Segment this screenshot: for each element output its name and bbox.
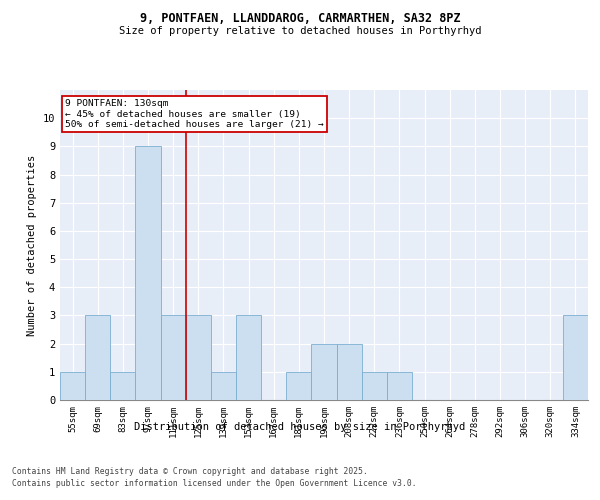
Text: Contains public sector information licensed under the Open Government Licence v3: Contains public sector information licen… <box>12 479 416 488</box>
Bar <box>286 372 311 400</box>
Text: 9 PONTFAEN: 130sqm
← 45% of detached houses are smaller (19)
50% of semi-detache: 9 PONTFAEN: 130sqm ← 45% of detached hou… <box>65 100 324 129</box>
Bar <box>311 344 337 400</box>
Text: Size of property relative to detached houses in Porthyrhyd: Size of property relative to detached ho… <box>119 26 481 36</box>
Text: Distribution of detached houses by size in Porthyrhyd: Distribution of detached houses by size … <box>134 422 466 432</box>
Bar <box>60 372 85 400</box>
Bar <box>337 344 362 400</box>
Bar <box>85 316 110 400</box>
Y-axis label: Number of detached properties: Number of detached properties <box>27 154 37 336</box>
Bar <box>110 372 136 400</box>
Bar <box>236 316 261 400</box>
Bar <box>186 316 211 400</box>
Bar <box>211 372 236 400</box>
Text: 9, PONTFAEN, LLANDDAROG, CARMARTHEN, SA32 8PZ: 9, PONTFAEN, LLANDDAROG, CARMARTHEN, SA3… <box>140 12 460 26</box>
Bar <box>563 316 588 400</box>
Bar <box>362 372 387 400</box>
Bar <box>161 316 186 400</box>
Text: Contains HM Land Registry data © Crown copyright and database right 2025.: Contains HM Land Registry data © Crown c… <box>12 468 368 476</box>
Bar <box>136 146 161 400</box>
Bar <box>387 372 412 400</box>
